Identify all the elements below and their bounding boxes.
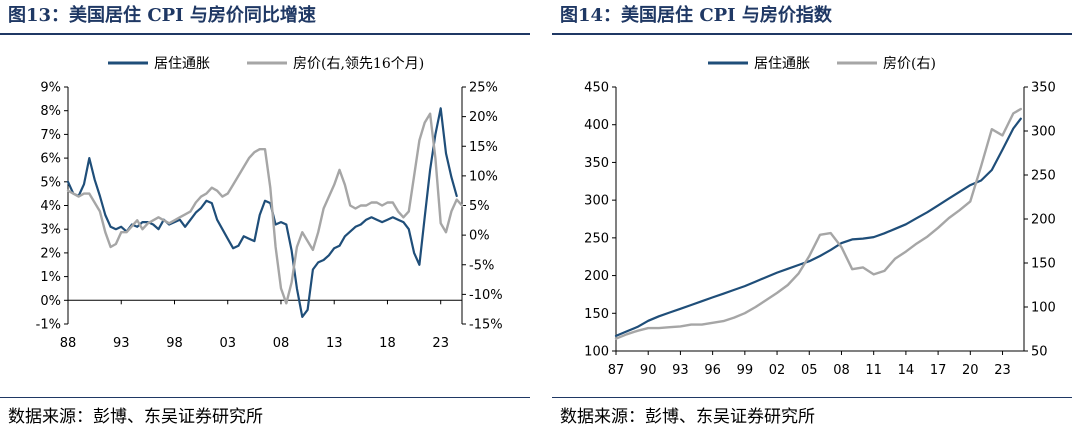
y-left-tick-label: 1% [40,270,61,285]
x-tick-label: 11 [865,363,882,378]
y-right-tick-label: 150 [1031,257,1056,272]
x-tick-label: 20 [962,363,979,378]
title-divider [552,33,1072,35]
y-right-tick-label: -10% [469,288,503,303]
y-right-tick-label: 0% [469,229,490,244]
y-left-tick-label: 3% [40,223,61,238]
y-left-tick-label: 250 [584,231,609,246]
y-left-tick-label: 300 [584,194,609,209]
x-tick-label: 88 [60,336,77,351]
x-tick-label: 93 [113,336,130,351]
chart-title: 图13：美国居住 CPI 与房价同比增速 [8,5,316,26]
y-left-tick-label: 6% [40,152,61,167]
x-tick-label: 08 [833,363,850,378]
y-right-tick-label: 20% [469,110,498,125]
chart-title: 图14：美国居住 CPI 与房价指数 [560,5,832,26]
y-left-tick-label: 7% [40,128,61,143]
y-left-tick-label: 4% [40,199,61,214]
chart-housing-cpi-index: 100 150 200 250 300 350 400 450 50 100 150 200 250 30… [584,56,1056,378]
y-right-tick-label: -15% [469,318,503,333]
y-right-tick-label: 300 [1031,125,1056,140]
y-left-tick-label: 100 [584,345,609,360]
y-right-tick-label: 350 [1031,81,1056,96]
y-left-tick-label: 5% [40,175,61,190]
x-tick-label: 17 [930,363,947,378]
y-right-tick-label: 100 [1031,301,1056,316]
y-left-tick-label: 400 [584,118,609,133]
x-tick-label: 13 [326,336,343,351]
chart-source: 数据来源：彭博、东吴证券研究所 [8,407,263,427]
x-tick-label: 96 [704,363,721,378]
y-left-tick-label: 8% [40,104,61,119]
y-left-tick-label: 9% [40,81,61,96]
chart-panel-housing-cpi-yoy: 图13：美国居住 CPI 与房价同比增速 -1% 0% 1% 2% 3% 4% 5% 6% 7%… [0,0,538,429]
chart-panel-housing-cpi-index: 图14：美国居住 CPI 与房价指数 100 150 200 250 300 350 400… [552,0,1080,429]
chart-housing-cpi-yoy: -1% 0% 1% 2% 3% 4% 5% 6% 7% 8% 9% -15% -10% -5% 0% 5% 10… [36,56,503,351]
y-right-tick-label: -5% [469,258,494,273]
x-tick-label: 08 [273,336,290,351]
y-right-tick-label: 15% [469,140,498,155]
x-tick-label: 18 [379,336,396,351]
series-line-2 [614,107,1022,340]
y-right-tick-label: 10% [469,169,498,184]
x-tick-label: 87 [608,363,625,378]
x-tick-label: 05 [801,363,818,378]
y-left-tick-label: 150 [584,307,609,322]
x-tick-label: 03 [219,336,236,351]
source-divider [552,397,1072,398]
y-left-tick-label: -1% [36,318,61,333]
series-line-1 [614,117,1022,337]
x-tick-label: 99 [737,363,754,378]
chart-source: 数据来源：彭博、东吴证券研究所 [560,407,815,427]
legend-label-2: 房价(右,领先16个月) [293,56,424,72]
legend-label-1: 居住通胀 [154,56,210,72]
y-left-tick-label: 350 [584,156,609,171]
source-divider [0,397,530,398]
x-tick-label: 90 [640,363,657,378]
x-tick-label: 02 [769,363,786,378]
x-tick-label: 14 [898,363,915,378]
y-left-tick-label: 2% [40,246,61,261]
y-right-tick-label: 50 [1031,345,1048,360]
x-tick-label: 93 [672,363,689,378]
legend-label-2: 房价(右) [883,56,936,72]
x-tick-label: 98 [166,336,183,351]
title-divider [0,33,530,35]
y-left-tick-label: 200 [584,269,609,284]
y-right-tick-label: 5% [469,199,490,214]
y-right-tick-label: 200 [1031,213,1056,228]
series-line-2 [66,112,464,305]
x-tick-label: 23 [994,363,1011,378]
y-left-tick-label: 450 [584,81,609,96]
x-tick-label: 23 [432,336,449,351]
y-right-tick-label: 25% [469,81,498,96]
legend-label-1: 居住通胀 [754,56,810,72]
y-right-tick-label: 250 [1031,169,1056,184]
y-left-tick-label: 0% [40,294,61,309]
